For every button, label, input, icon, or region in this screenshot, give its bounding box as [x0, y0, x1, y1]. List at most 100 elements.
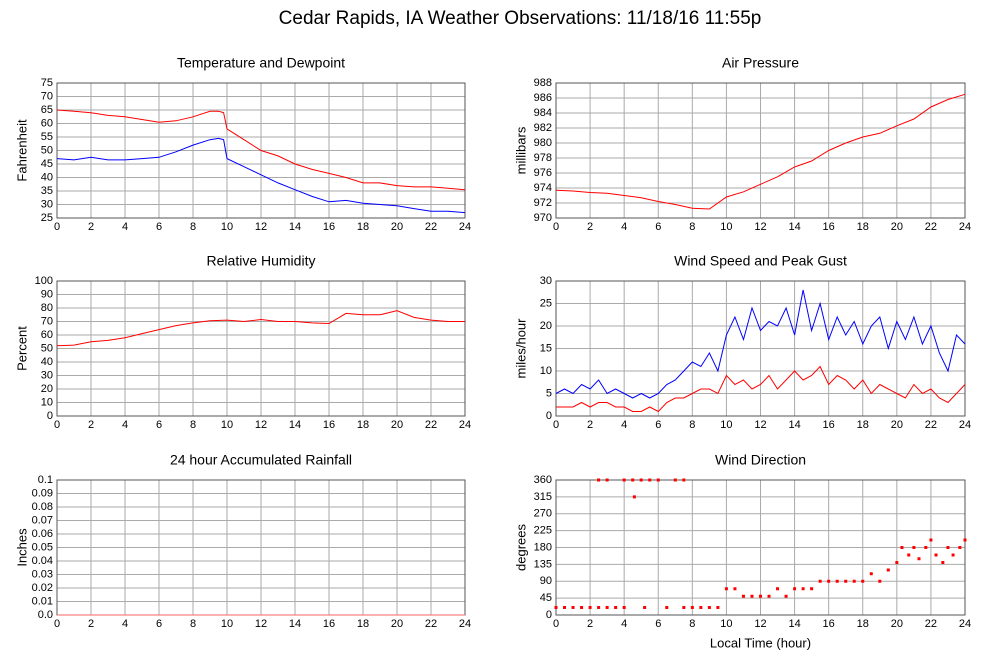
y-tick-label: 0.05: [32, 541, 53, 553]
y-tick-label: 976: [534, 167, 552, 179]
x-tick-label: 2: [587, 221, 593, 233]
y-tick-label: 980: [534, 137, 552, 149]
x-tick-label: 8: [190, 618, 196, 630]
y-tick-label: 0.1: [38, 474, 53, 486]
data-point: [917, 557, 921, 561]
y-tick-label: 0.06: [32, 528, 53, 540]
x-tick-label: 4: [122, 618, 128, 630]
y-tick-label: 0.07: [32, 514, 53, 526]
data-point: [643, 606, 647, 609]
y-tick-label: 50: [41, 144, 53, 156]
x-tick-label: 0: [54, 419, 60, 431]
y-tick-label: 180: [534, 541, 552, 553]
x-tick-label: 18: [857, 618, 869, 630]
y-tick-label: 0: [546, 609, 552, 621]
x-tick-label: 12: [255, 419, 267, 431]
y-tick-label: 20: [41, 383, 53, 395]
x-tick-label: 24: [959, 221, 971, 233]
x-tick-label: 6: [156, 618, 162, 630]
data-point: [563, 606, 567, 609]
data-point: [665, 606, 669, 609]
data-point: [605, 478, 609, 482]
y-tick-label: 25: [540, 297, 552, 309]
y-tick-label: 974: [534, 182, 552, 194]
data-point: [759, 594, 762, 598]
y-tick-label: 986: [534, 92, 552, 104]
x-tick-label: 4: [122, 221, 128, 233]
y-tick-label: 10: [41, 396, 53, 408]
data-point: [682, 478, 686, 482]
chart-title: Wind Direction: [715, 452, 806, 468]
y-tick-label: 30: [540, 275, 552, 287]
x-tick-label: 18: [357, 618, 369, 630]
x-tick-label: 20: [891, 419, 903, 431]
plot-border: [56, 280, 466, 417]
data-point: [934, 553, 938, 557]
x-tick-label: 4: [621, 618, 627, 630]
y-axis-label: millibars: [513, 126, 528, 174]
data-point: [929, 538, 933, 542]
data-point: [622, 478, 626, 482]
x-tick-label: 20: [391, 419, 403, 431]
x-tick-label: 0: [54, 221, 60, 233]
y-tick-label: 25: [41, 212, 53, 224]
y-tick-label: 30: [41, 369, 53, 381]
y-tick-label: 360: [534, 474, 552, 486]
y-tick-label: 135: [534, 558, 552, 570]
page-title: Cedar Rapids, IA Weather Observations: 1…: [279, 8, 762, 29]
y-tick-label: 45: [41, 158, 53, 170]
y-tick-label: 90: [41, 288, 53, 300]
x-tick-label: 16: [823, 618, 835, 630]
x-tick-label: 24: [459, 618, 471, 630]
data-point: [895, 561, 899, 564]
y-tick-label: 45: [540, 592, 552, 604]
data-point: [632, 495, 636, 499]
y-tick-label: 35: [41, 185, 53, 197]
y-tick-label: 90: [540, 575, 552, 587]
x-tick-label: 10: [221, 618, 233, 630]
x-tick-label: 12: [754, 221, 766, 233]
y-tick-label: 20: [540, 320, 552, 332]
plot-border: [56, 82, 466, 219]
y-tick-label: 5: [546, 387, 552, 399]
data-point: [571, 606, 575, 609]
x-tick-label: 18: [357, 221, 369, 233]
data-point: [900, 546, 904, 549]
data-point: [924, 546, 928, 549]
x-tick-label: 16: [823, 419, 835, 431]
x-tick-label: 20: [891, 618, 903, 630]
data-point: [750, 594, 754, 598]
data-point: [682, 606, 686, 609]
y-tick-label: 0.09: [32, 487, 53, 499]
x-tick-label: 12: [255, 618, 267, 630]
y-tick-label: 75: [41, 77, 53, 89]
x-tick-label: 0: [54, 618, 60, 630]
x-tick-label: 14: [788, 221, 800, 233]
data-point: [622, 606, 626, 609]
y-tick-label: 982: [534, 122, 552, 134]
data-point: [588, 606, 592, 609]
y-tick-label: 70: [41, 315, 53, 327]
x-tick-label: 14: [788, 618, 800, 630]
x-tick-label: 14: [788, 419, 800, 431]
y-tick-label: 315: [534, 491, 552, 503]
data-point: [958, 546, 962, 549]
chart-title: Temperature and Dewpoint: [177, 55, 345, 71]
x-tick-label: 6: [156, 419, 162, 431]
y-tick-label: 65: [41, 104, 53, 116]
y-tick-label: 984: [534, 107, 552, 119]
x-tick-label: 10: [720, 221, 732, 233]
x-tick-label: 22: [925, 221, 937, 233]
x-tick-label: 20: [391, 618, 403, 630]
data-point: [631, 478, 635, 482]
data-point: [861, 579, 865, 583]
y-tick-label: 0.0: [38, 609, 53, 621]
y-tick-label: 988: [534, 77, 552, 89]
data-point: [724, 587, 728, 591]
data-point: [878, 579, 882, 583]
x-tick-label: 16: [323, 419, 335, 431]
series-line: [555, 93, 966, 210]
x-tick-label: 14: [289, 419, 301, 431]
y-axis-label: miles/hour: [513, 318, 528, 379]
y-tick-label: 0.02: [32, 582, 53, 594]
